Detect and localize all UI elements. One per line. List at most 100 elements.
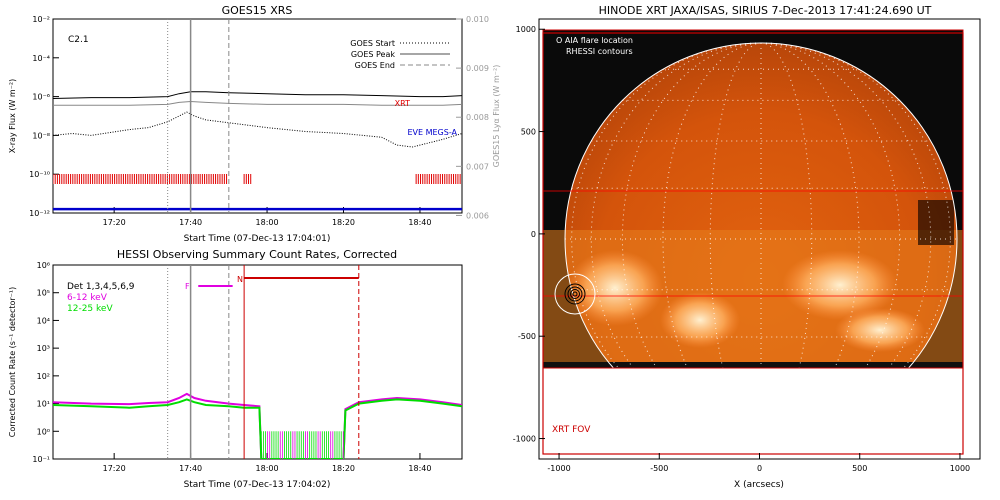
hessi-y-tick-label: 10² bbox=[37, 372, 50, 381]
hessi-y-tick-label: 10³ bbox=[37, 344, 50, 353]
hessi-series-1 bbox=[53, 398, 462, 459]
goes-y-ticks: 10⁻² 10⁻⁴ 10⁻⁶ 10⁻⁸ 10⁻¹⁰ 10⁻¹² bbox=[29, 15, 59, 218]
xrt-y-tick-label: -1000 bbox=[513, 435, 536, 444]
hessi-x-tick-label: 17:20 bbox=[103, 464, 126, 473]
xrt-x-ticks: -1000 -500 0 500 1000 bbox=[547, 453, 970, 473]
goes-ylabel-right: GOES15 Lyα Flux (W m⁻²) bbox=[492, 65, 501, 168]
hessi-y-tick-label: 10¹ bbox=[37, 400, 50, 409]
goes-x-tick-label: 18:00 bbox=[256, 218, 279, 227]
goes-title: GOES15 XRS bbox=[222, 4, 293, 17]
aia-flare-circle bbox=[554, 273, 596, 315]
goes-plot-area bbox=[53, 19, 462, 213]
hessi-y-tick-label: 10⁴ bbox=[37, 316, 50, 325]
goes-y-tick-label: 10⁻⁶ bbox=[32, 93, 50, 102]
hessi-legend-det: Det 1,3,4,5,6,9 bbox=[67, 282, 135, 292]
solar-image bbox=[543, 30, 963, 368]
goes-right-tick-label: 0.006 bbox=[466, 211, 489, 220]
hessi-y-tick-label: 10⁰ bbox=[37, 427, 50, 436]
hessi-x-tick-label: 18:00 bbox=[256, 464, 279, 473]
bright-region-right bbox=[782, 250, 898, 320]
rhessi-contour-4 bbox=[572, 291, 578, 297]
hinode-xrt-panel: HINODE XRT JAXA/ISAS, SIRIUS 7-Dec-2013 … bbox=[513, 4, 981, 490]
xrt-x-tick-label: 1000 bbox=[950, 464, 970, 473]
xrt-y-tick-label: 0 bbox=[531, 230, 536, 239]
goes-series-label-xrt: XRT bbox=[395, 99, 410, 108]
goes-y-tick-label: 10⁻⁴ bbox=[32, 54, 50, 63]
goes-x-tick-label: 17:20 bbox=[103, 218, 126, 227]
goes-legend: GOES Start GOES Peak GOES End bbox=[350, 39, 450, 70]
goes-plot-frame bbox=[52, 18, 463, 214]
hessi-ylabel: Corrected Count Rate (s⁻¹ detector⁻¹) bbox=[8, 287, 17, 438]
hessi-legend-6-12: 6-12 keV bbox=[67, 293, 108, 303]
hessi-count-rate-panel: HESSI Observing Summary Count Rates, Cor… bbox=[8, 248, 463, 490]
goes-legend-start: GOES Start bbox=[350, 39, 395, 48]
hessi-x-tick-label: 18:20 bbox=[332, 464, 355, 473]
hessi-y-tick-label: 10⁶ bbox=[37, 261, 50, 270]
flare-location-marker bbox=[554, 273, 596, 315]
hessi-series-0 bbox=[53, 392, 462, 459]
xrt-x-tick-label: 0 bbox=[757, 464, 762, 473]
hessi-plot-frame bbox=[52, 264, 463, 460]
goes-y-tick-label: 10⁻⁸ bbox=[32, 131, 50, 140]
goes-legend-peak: GOES Peak bbox=[351, 50, 396, 59]
goes-x-tick-label: 18:40 bbox=[408, 218, 431, 227]
xrt-y-tick-label: -500 bbox=[518, 332, 536, 341]
hessi-x-ticks: 17:20 17:40 18:00 18:20 18:40 bbox=[103, 453, 431, 473]
hessi-y-ticks: 10⁶ 10⁵ 10⁴ 10³ 10² 10¹ 10⁰ 10⁻¹ bbox=[32, 261, 59, 464]
hessi-legend-12-25: 12-25 keV bbox=[67, 304, 113, 314]
goes-legend-end: GOES End bbox=[355, 61, 395, 70]
goes-flare-class: C2.1 bbox=[68, 35, 89, 45]
xrt-x-tick-label: -1000 bbox=[547, 464, 570, 473]
goes-xrs-panel: GOES15 XRS C2.1 10⁻²10⁻⁴10⁻⁶10⁻⁸10⁻¹⁰10⁻… bbox=[8, 4, 501, 244]
grid-longitude bbox=[760, 42, 813, 368]
goes-ylabel: X-ray Flux (W m⁻²) bbox=[8, 79, 17, 154]
goes-series-0 bbox=[53, 91, 462, 99]
bright-region-left bbox=[567, 250, 663, 326]
goes-right-ticks: 0.010 0.009 0.008 0.007 0.006 bbox=[456, 15, 489, 220]
hessi-title: HESSI Observing Summary Count Rates, Cor… bbox=[117, 248, 397, 261]
goes-right-tick-label: 0.009 bbox=[466, 64, 489, 73]
goes-xlabel: Start Time (07-Dec-13 17:04:01) bbox=[184, 234, 331, 244]
bright-region-lower bbox=[835, 308, 925, 352]
grid-longitude bbox=[709, 42, 762, 368]
xrt-y-tick-label: 500 bbox=[521, 128, 536, 137]
image-bottom-edge bbox=[543, 362, 963, 368]
xrt-legend: O AIA flare location RHESSI contours bbox=[556, 36, 633, 56]
hessi-flag-n-label: N bbox=[237, 275, 243, 284]
xrt-x-tick-label: 500 bbox=[852, 464, 867, 473]
goes-x-tick-label: 18:20 bbox=[332, 218, 355, 227]
rhessi-contour-3 bbox=[570, 289, 580, 299]
heliographic-grid bbox=[565, 42, 957, 368]
hessi-y-tick-label: 10⁵ bbox=[37, 289, 50, 298]
goes-series-2 bbox=[53, 111, 462, 148]
bright-region-center bbox=[660, 292, 740, 348]
hessi-legend: Det 1,3,4,5,6,9 6-12 keV 12-25 keV bbox=[67, 282, 135, 314]
xrt-y-ticks: 1000 500 0 -500 -1000 bbox=[513, 25, 545, 444]
xrt-x-tick-label: -500 bbox=[650, 464, 668, 473]
xrt-fov-box bbox=[542, 32, 964, 455]
hessi-plot-area bbox=[53, 265, 462, 459]
hessi-x-tick-label: 18:40 bbox=[408, 464, 431, 473]
rhessi-contour-1 bbox=[564, 283, 586, 305]
xrt-xlabel: X (arcsecs) bbox=[734, 480, 784, 490]
xrt-fov-label: XRT FOV bbox=[552, 425, 591, 435]
coronal-hole bbox=[918, 200, 954, 245]
goes-series-label-eve: EVE MEGS-A bbox=[407, 128, 457, 137]
goes-x-tick-label: 17:40 bbox=[179, 218, 202, 227]
rhessi-contour-2 bbox=[567, 286, 583, 302]
goes-y-tick-label: 10⁻² bbox=[32, 15, 50, 24]
goes-y-tick-label: 10⁻¹⁰ bbox=[29, 170, 50, 179]
hessi-xlabel: Start Time (07-Dec-13 17:04:02) bbox=[184, 480, 331, 490]
goes-right-tick-label: 0.010 bbox=[466, 15, 489, 24]
xrt-y-tick-label: 1000 bbox=[516, 25, 536, 34]
xrt-title: HINODE XRT JAXA/ISAS, SIRIUS 7-Dec-2013 … bbox=[599, 4, 932, 17]
goes-right-tick-label: 0.008 bbox=[466, 113, 489, 122]
goes-right-tick-label: 0.007 bbox=[466, 162, 489, 171]
hessi-y-tick-label: 10⁻¹ bbox=[32, 455, 50, 464]
hessi-flag-f-label: F bbox=[185, 282, 190, 291]
xrt-legend-rhessi: RHESSI contours bbox=[566, 47, 633, 56]
hessi-x-tick-label: 17:40 bbox=[179, 464, 202, 473]
goes-y-tick-label: 10⁻¹² bbox=[29, 209, 50, 218]
xrt-legend-aia: O AIA flare location bbox=[556, 36, 633, 45]
